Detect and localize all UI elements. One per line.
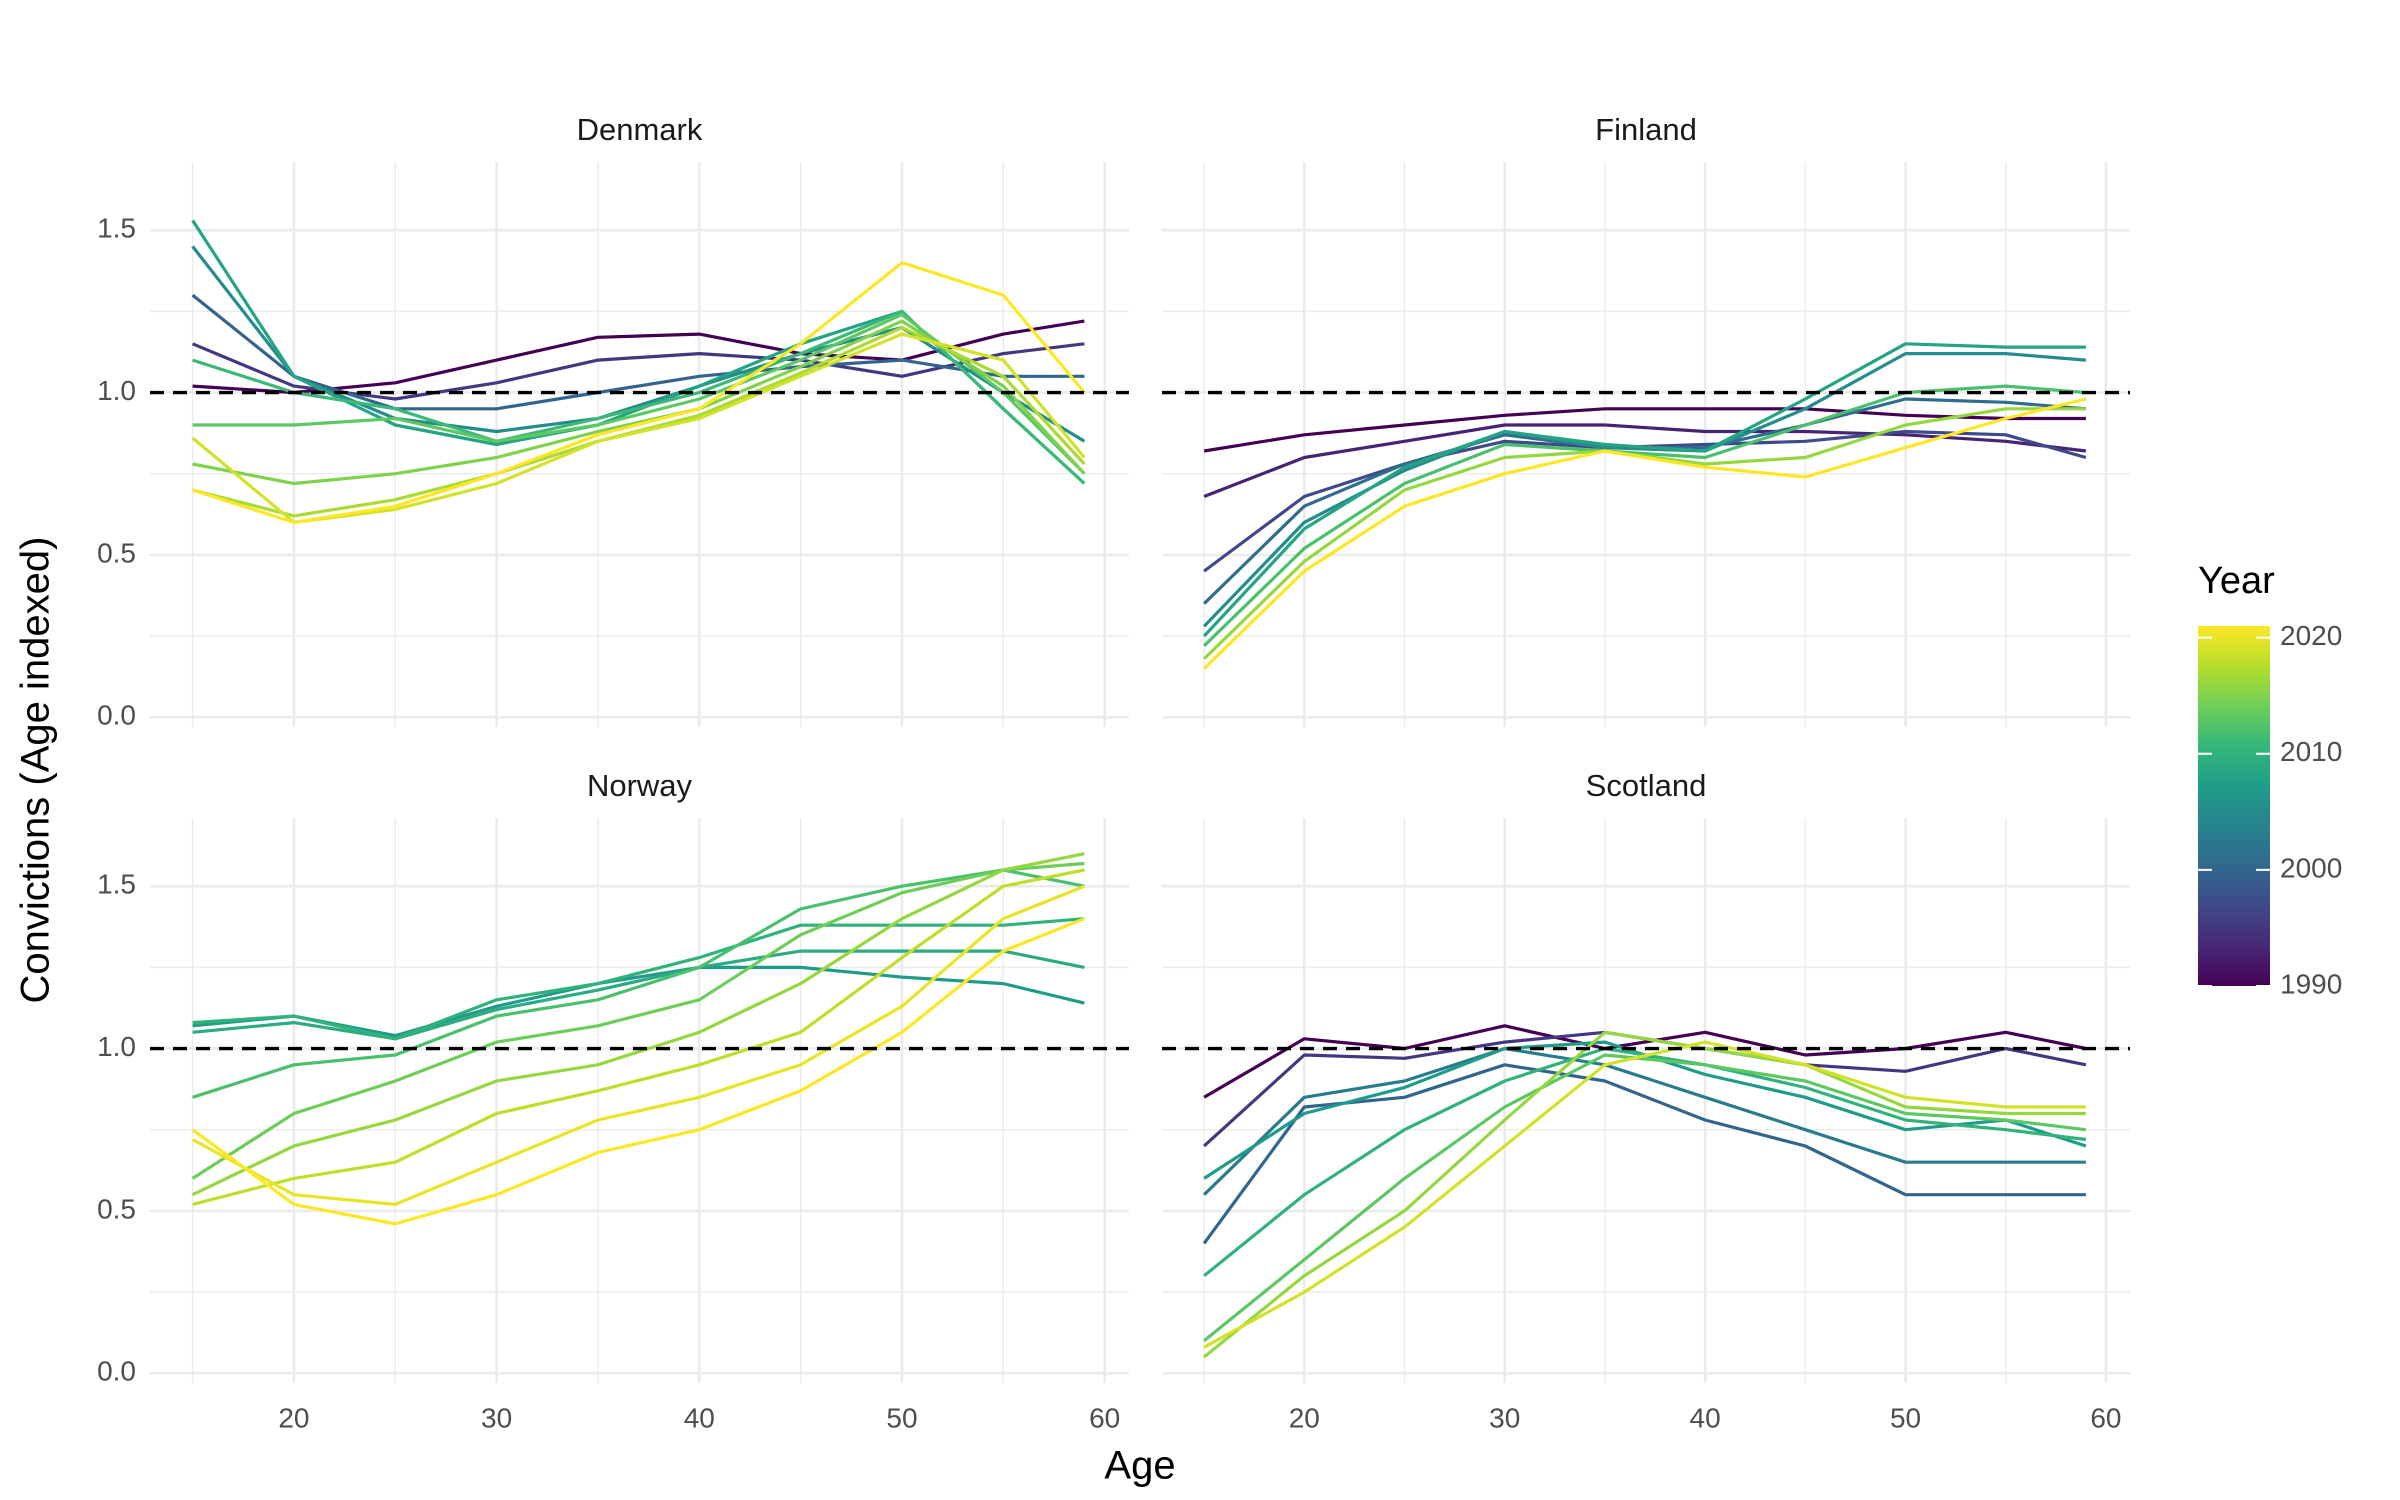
facet-title: Denmark: [577, 112, 703, 147]
y-tick-label: 0.5: [97, 1193, 136, 1224]
y-axis-title: Convictions (Age indexed): [14, 537, 58, 1004]
y-tick-label: 1.5: [97, 213, 136, 244]
series-line: [191, 332, 1086, 524]
facet-title: Norway: [587, 768, 693, 803]
series-line: [1203, 1053, 2087, 1343]
x-tick-label: 30: [481, 1402, 512, 1433]
series-line: [191, 917, 1085, 1226]
y-tick-label: 1.0: [97, 1031, 136, 1062]
series-line: [192, 261, 1086, 524]
series-line: [191, 884, 1085, 1206]
series-line: [191, 245, 1086, 443]
series-line: [192, 965, 1085, 1038]
y-tick-label: 0.0: [97, 700, 136, 731]
x-tick-label: 50: [886, 1402, 917, 1433]
series-line: [1202, 397, 2087, 605]
y-tick-label: 1.5: [97, 869, 136, 900]
series-line: [192, 868, 1085, 1206]
series-line: [1203, 407, 2086, 453]
y-tick-label: 0.0: [97, 1356, 136, 1387]
series-line: [192, 868, 1085, 1099]
series-line: [192, 949, 1085, 1041]
series-line: [1202, 342, 2086, 638]
series-line: [192, 917, 1085, 1041]
series-line: [1202, 352, 2087, 628]
x-tick-label: 60: [2090, 1402, 2121, 1433]
x-tick-label: 30: [1489, 1402, 1520, 1433]
series-line: [1202, 1046, 2086, 1196]
facet-title: Finland: [1595, 112, 1697, 147]
series-line: [1203, 1046, 2087, 1278]
x-tick-label: 20: [278, 1402, 309, 1433]
series-line: [191, 852, 1085, 1197]
series-line: [191, 861, 1085, 1180]
y-tick-label: 1.0: [97, 375, 136, 406]
x-tick-label: 50: [1890, 1402, 1921, 1433]
legend-tick-label: 2000: [2280, 852, 2342, 883]
x-tick-label: 40: [1690, 1402, 1721, 1433]
x-tick-label: 40: [684, 1402, 715, 1433]
y-tick-label: 0.5: [97, 537, 136, 568]
series-line: [1203, 1030, 2086, 1359]
series-line: [192, 309, 1086, 485]
colorbar: [2198, 626, 2270, 986]
x-tick-label: 60: [1089, 1402, 1120, 1433]
series-line: [1203, 423, 2087, 498]
series-line: [1203, 1040, 2086, 1349]
legend-tick-label: 2010: [2280, 736, 2342, 767]
series-line: [1202, 397, 2087, 670]
x-axis-title: Age: [1104, 1444, 1175, 1488]
legend-title: Year: [2198, 560, 2275, 602]
legend-tick-label: 2020: [2280, 620, 2342, 651]
series-line: [1202, 384, 2087, 647]
x-tick-label: 20: [1289, 1402, 1320, 1433]
legend-tick-label: 1990: [2280, 968, 2342, 999]
facet-title: Scotland: [1586, 768, 1707, 803]
